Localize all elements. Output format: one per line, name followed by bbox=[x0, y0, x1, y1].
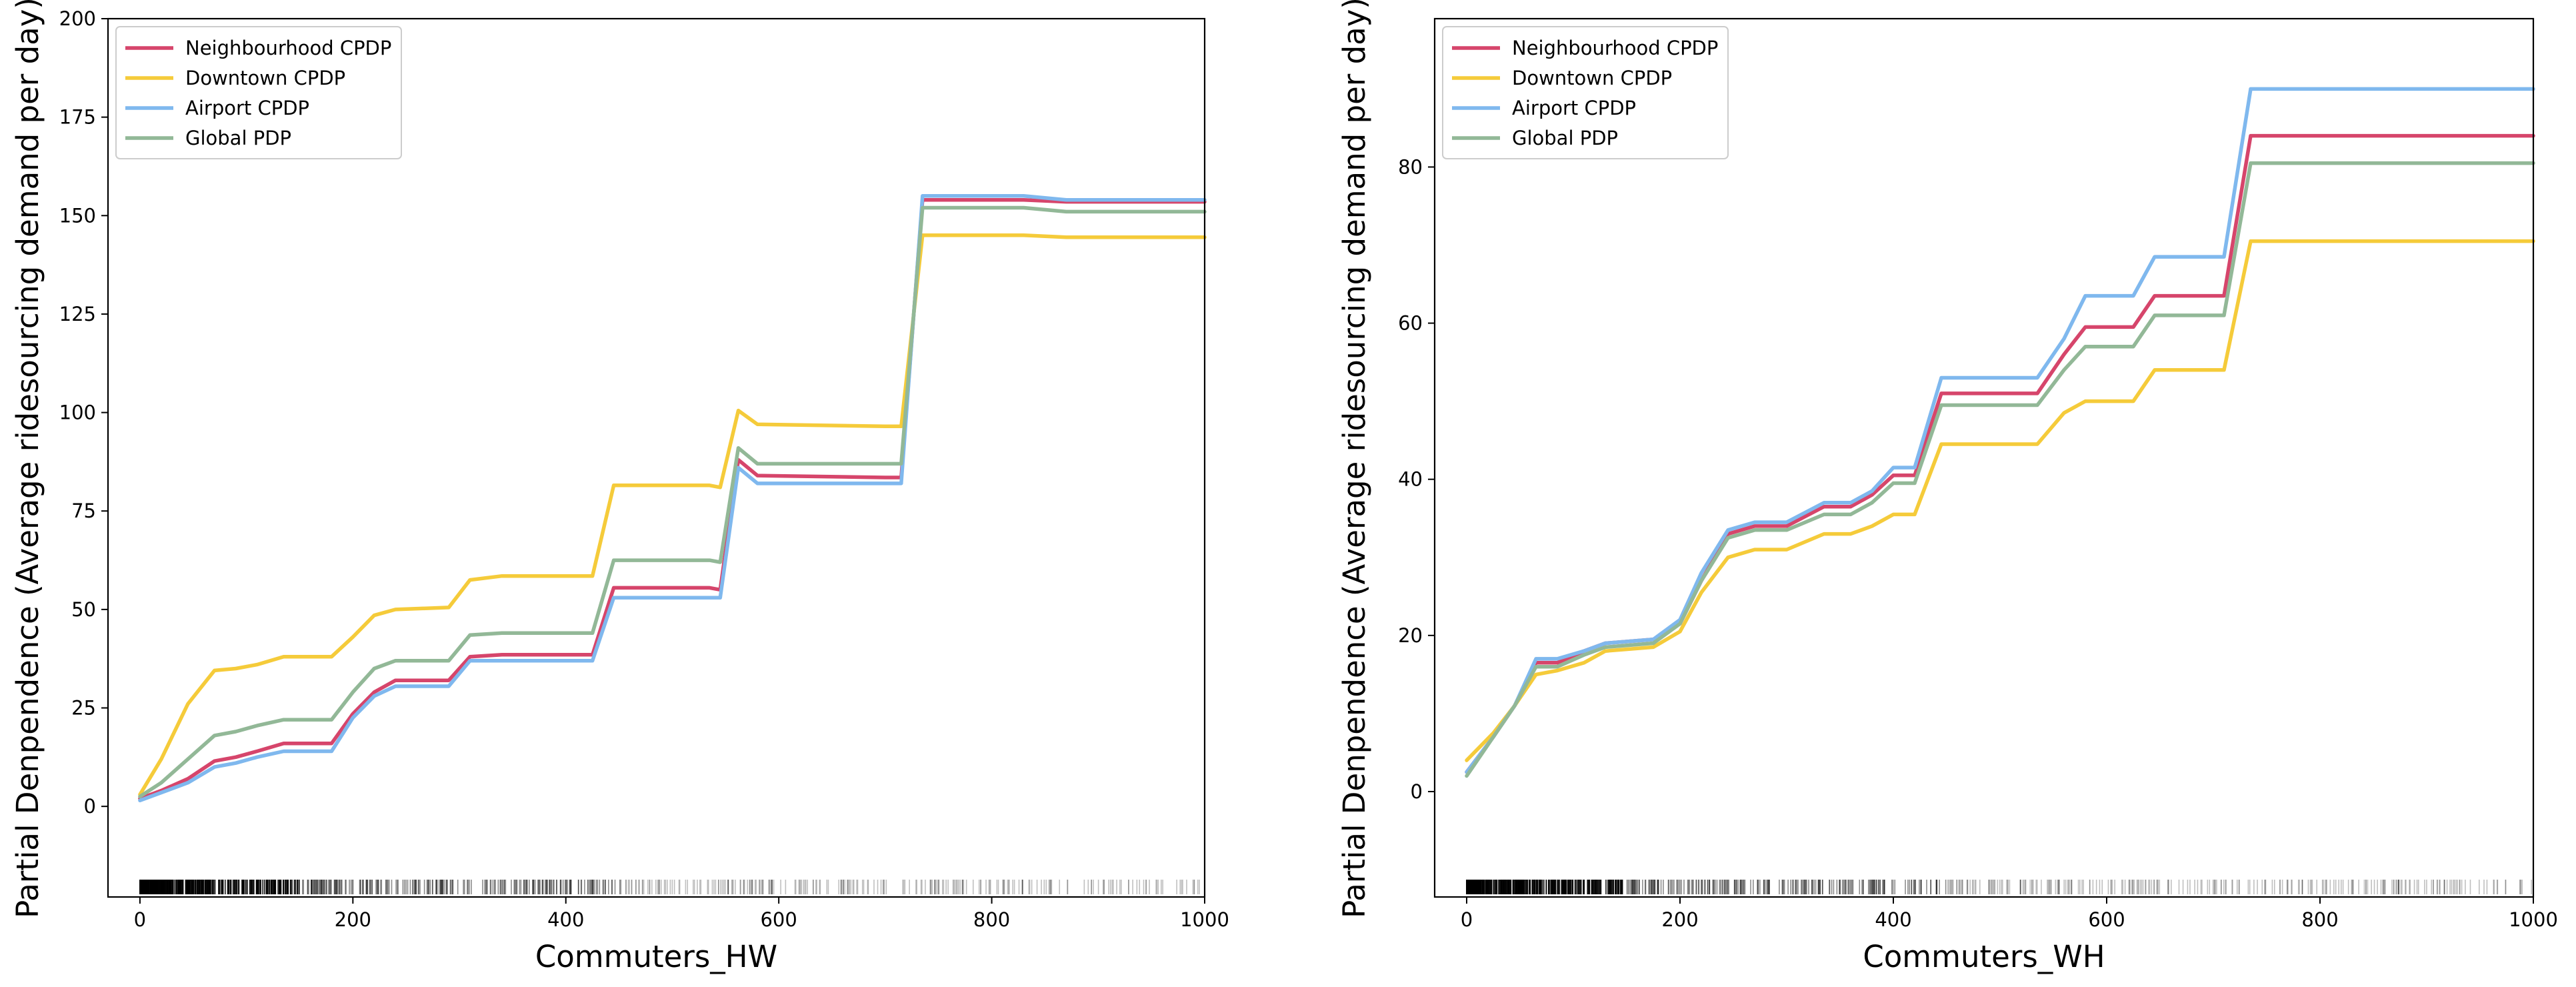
legend-box bbox=[1442, 26, 1729, 159]
legend-label: Airport CPDP bbox=[185, 97, 309, 119]
legend-label: Global PDP bbox=[185, 127, 291, 149]
legend-label: Neighbourhood CPDP bbox=[185, 37, 391, 59]
y-tick-label: 150 bbox=[59, 204, 96, 227]
y-axis-label: Partial Denpendence (Average ridesourcin… bbox=[10, 0, 45, 918]
plot-frame bbox=[1433, 17, 2535, 898]
x-tick-label: 600 bbox=[2088, 908, 2125, 931]
legend-label: Airport CPDP bbox=[1512, 97, 1636, 119]
left-chart: 0 200 400 600 800 1000 0 25 50 75 100 125 150 175 200 C… bbox=[10, 0, 1229, 974]
x-tick-label: 800 bbox=[973, 908, 1010, 931]
y-tick-label: 75 bbox=[71, 500, 96, 522]
y-tick-label: 100 bbox=[59, 401, 96, 424]
legend-box bbox=[115, 26, 402, 159]
x-tick-label: 400 bbox=[547, 908, 584, 931]
rug-plot bbox=[1466, 880, 2532, 894]
x-axis-label: Commuters_WH bbox=[1863, 939, 2105, 974]
legend: Neighbourhood CPDP Downtown CPDP Airport C… bbox=[1442, 26, 1729, 159]
x-tick-label: 200 bbox=[1661, 908, 1698, 931]
series-line-downtown-cpdp bbox=[138, 233, 1207, 797]
x-tick-label: 1000 bbox=[2509, 908, 2558, 931]
y-tick-label: 50 bbox=[71, 598, 96, 621]
y-tick-label: 0 bbox=[84, 795, 96, 818]
y-tick-label: 0 bbox=[1411, 780, 1423, 803]
legend-label: Downtown CPDP bbox=[1512, 67, 1672, 89]
series-line-neighbourhood-cpdp bbox=[138, 197, 1207, 801]
series-line-airport-cpdp bbox=[1465, 87, 2535, 774]
y-tick-label: 175 bbox=[59, 106, 96, 129]
plot-frame bbox=[107, 17, 1206, 898]
y-tick-label: 20 bbox=[1398, 624, 1423, 647]
legend-label: Neighbourhood CPDP bbox=[1512, 37, 1718, 59]
y-tick-label: 60 bbox=[1398, 312, 1423, 335]
y-tick-label: 40 bbox=[1398, 468, 1423, 491]
x-tick-label: 800 bbox=[2301, 908, 2338, 931]
legend-label: Global PDP bbox=[1512, 127, 1618, 149]
series-line-neighbourhood-cpdp bbox=[1465, 133, 2535, 774]
legend-label: Downtown CPDP bbox=[185, 67, 345, 89]
series-line-global-pdp bbox=[138, 205, 1207, 799]
y-axis-label: Partial Denpendence (Average ridesourcin… bbox=[1337, 0, 1372, 918]
x-tick-label: 200 bbox=[335, 908, 371, 931]
legend: Neighbourhood CPDP Downtown CPDP Airport C… bbox=[115, 26, 402, 159]
x-tick-label: 0 bbox=[1461, 908, 1473, 931]
x-axis-label: Commuters_HW bbox=[535, 939, 777, 974]
rug-plot bbox=[139, 880, 1200, 894]
y-tick-label: 125 bbox=[59, 303, 96, 325]
x-tick-label: 0 bbox=[134, 908, 146, 931]
y-tick-label: 80 bbox=[1398, 155, 1423, 178]
series-line-global-pdp bbox=[1465, 161, 2535, 778]
series-line-airport-cpdp bbox=[138, 194, 1207, 803]
y-tick-label: 200 bbox=[59, 7, 96, 30]
y-tick-label: 25 bbox=[71, 697, 96, 720]
x-tick-label: 1000 bbox=[1180, 908, 1229, 931]
series-line-downtown-cpdp bbox=[1465, 239, 2535, 762]
right-chart: 0 200 400 600 800 1000 0 20 40 60 80 Commuters_WH Pa… bbox=[1337, 0, 2558, 974]
x-tick-label: 400 bbox=[1875, 908, 1911, 931]
x-tick-label: 600 bbox=[760, 908, 797, 931]
